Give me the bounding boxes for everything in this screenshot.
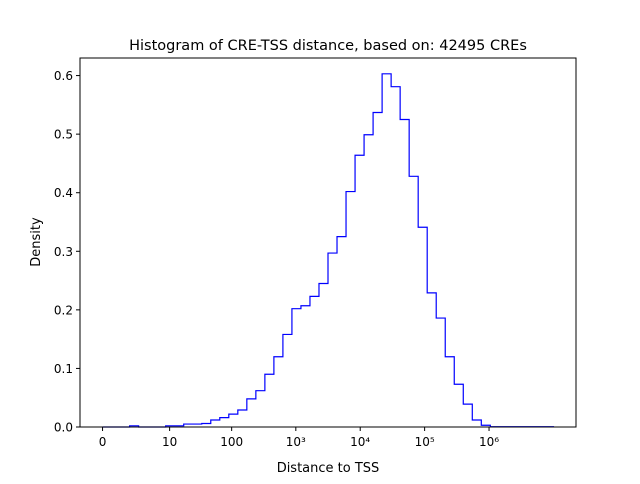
y-tick-label: 0.2 bbox=[54, 303, 73, 317]
x-axis-label: Distance to TSS bbox=[277, 461, 380, 476]
x-tick-label: 10⁴ bbox=[350, 435, 370, 449]
x-tick-label: 10³ bbox=[286, 435, 306, 449]
y-tick-label: 0.3 bbox=[54, 245, 73, 259]
x-tick-label: 100 bbox=[220, 435, 243, 449]
x-tick-label: 10 bbox=[162, 435, 177, 449]
y-axis-label: Density bbox=[29, 217, 44, 267]
y-tick-label: 0.4 bbox=[54, 186, 73, 200]
axes-frame bbox=[79, 57, 577, 428]
y-tick-label: 0.5 bbox=[54, 128, 73, 142]
x-tick-label: 10⁵ bbox=[415, 435, 435, 449]
x-tick-label: 10⁶ bbox=[479, 435, 499, 449]
chart-title: Histogram of CRE-TSS distance, based on:… bbox=[129, 38, 527, 54]
y-tick-label: 0.1 bbox=[54, 362, 73, 376]
x-tick-label: 0 bbox=[99, 435, 107, 449]
histogram-step-line bbox=[102, 73, 555, 428]
y-tick-label: 0.0 bbox=[54, 421, 73, 435]
y-tick-label: 0.6 bbox=[54, 69, 73, 83]
